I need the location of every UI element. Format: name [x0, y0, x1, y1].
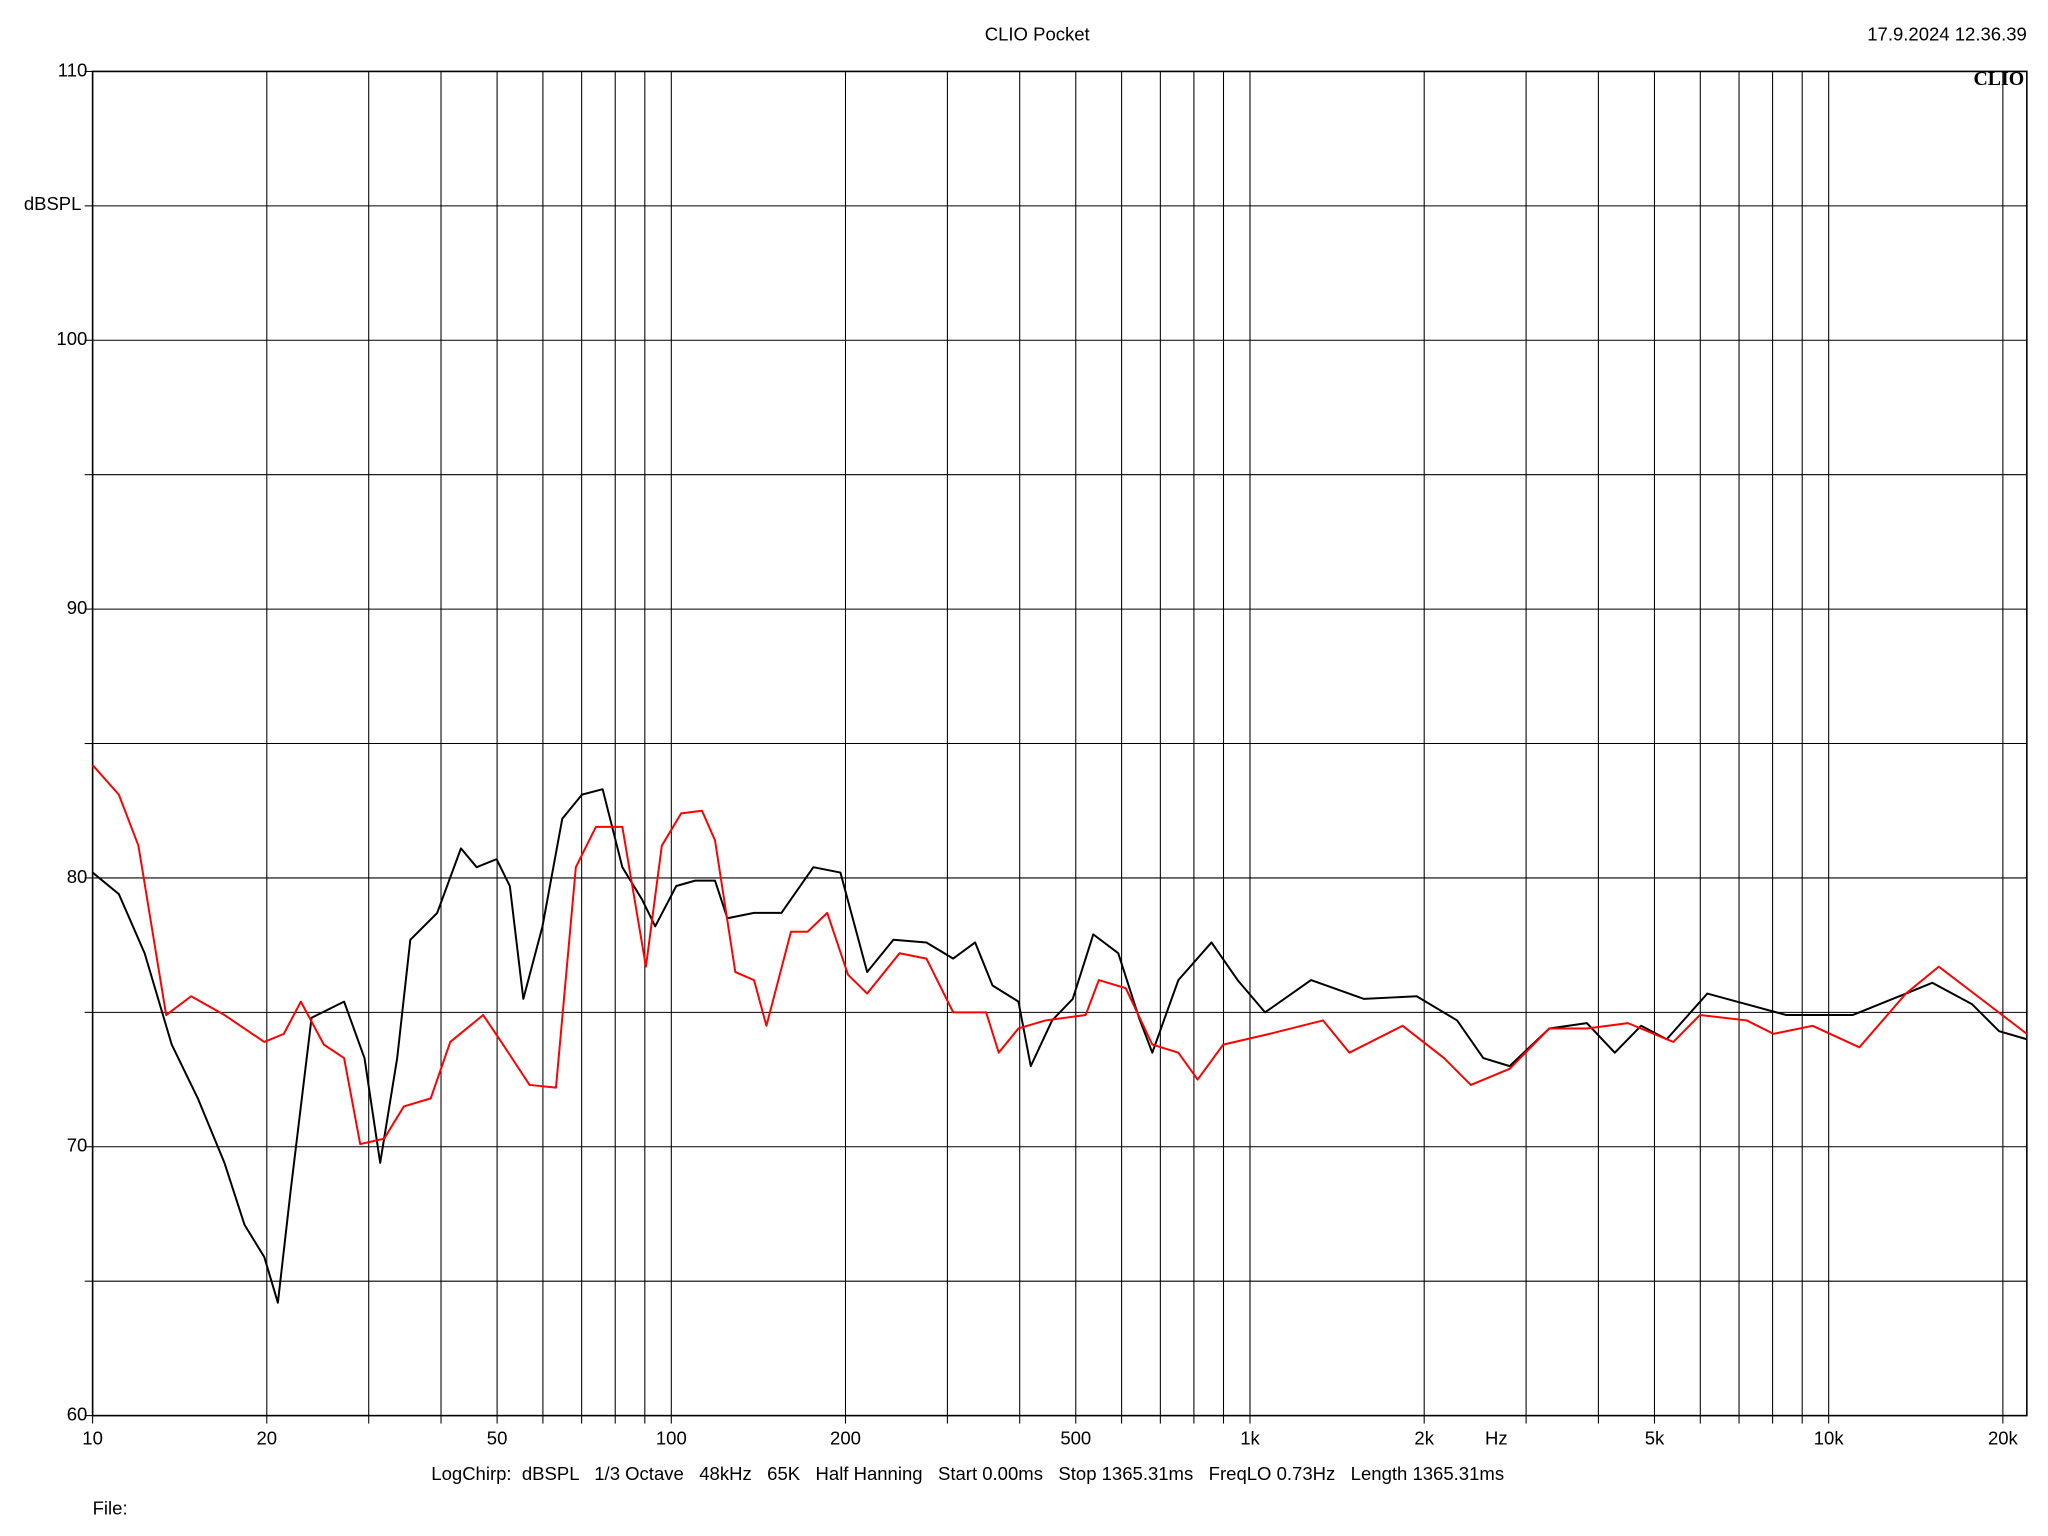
- response-curve: [91, 788, 2028, 1304]
- plot-frame: [91, 70, 2028, 1417]
- y-axis-label: dBSPL: [24, 193, 82, 214]
- x-tick-label: 50: [487, 1427, 508, 1448]
- timestamp: 17.9.2024 12.36.39: [1867, 24, 2027, 45]
- y-tick-label: 110: [58, 59, 88, 80]
- x-tick-label: 10: [82, 1427, 103, 1448]
- file-label: File:: [93, 1497, 128, 1518]
- x-tick-label: 100: [656, 1427, 687, 1448]
- y-tick-label: 60: [67, 1403, 88, 1424]
- y-tick-label: 80: [67, 866, 88, 887]
- x-tick-label: 5k: [1645, 1427, 1665, 1448]
- x-tick-label: 1k: [1240, 1427, 1260, 1448]
- y-tick-label: 70: [67, 1135, 88, 1156]
- x-tick-label: 20: [257, 1427, 278, 1448]
- response-curve: [91, 764, 2028, 1146]
- y-tick-label: 100: [56, 328, 87, 349]
- measurement-info: LogChirp: dBSPL 1/3 Octave 48kHz 65K Hal…: [431, 1463, 1504, 1484]
- x-tick-label: 2k: [1414, 1427, 1434, 1448]
- x-axis-label: Hz: [1485, 1427, 1508, 1448]
- x-tick-label: 10k: [1814, 1427, 1845, 1448]
- x-tick-label: 500: [1060, 1427, 1091, 1448]
- x-tick-label: 20k: [1988, 1427, 2019, 1448]
- logo: CLIO: [1973, 68, 2024, 90]
- chart-title: CLIO Pocket: [985, 24, 1091, 45]
- y-tick-label: 90: [67, 597, 88, 618]
- x-tick-label: 200: [830, 1427, 861, 1448]
